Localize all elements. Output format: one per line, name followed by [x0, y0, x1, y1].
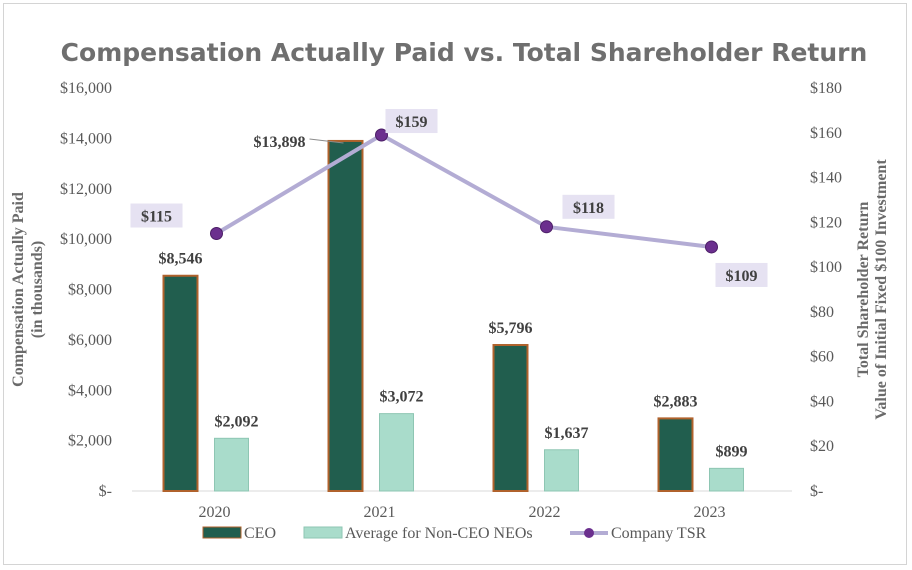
tsr-point [705, 240, 718, 254]
y2-tick-label: $140 [810, 170, 842, 187]
tsr-data-label: $118 [573, 200, 604, 217]
tsr-data-label: $109 [726, 268, 758, 285]
y-axis-subtitle: (in thousands) [29, 241, 46, 338]
x-tick-label: 2021 [364, 504, 396, 521]
chart: Compensation Actually Paid vs. Total Sha… [10, 38, 890, 542]
y2-axis-title: Total Shareholder Return [855, 202, 872, 378]
ceo-data-label: $8,546 [159, 251, 203, 268]
y-tick-label: $14,000 [60, 130, 112, 147]
y-tick-label: $12,000 [60, 181, 112, 198]
tsr-point [375, 128, 388, 142]
ceo-data-label: $13,898 [254, 134, 306, 151]
chart-frame: Compensation Actually Paid vs. Total Sha… [3, 3, 907, 565]
tsr-point [540, 220, 553, 234]
y-tick-label: $10,000 [60, 231, 112, 248]
y-tick-label: $- [99, 483, 112, 500]
y-tick-label: $16,000 [60, 80, 112, 97]
ceo-data-label: $5,796 [489, 320, 533, 337]
tsr-point [210, 227, 223, 241]
y2-tick-label: $40 [810, 393, 834, 410]
tsr-label-box [562, 194, 615, 219]
ceo-bar [657, 417, 694, 492]
legend-swatch-ceo [202, 526, 242, 539]
legend-swatch-tsr-marker [584, 528, 594, 538]
neo-bar [544, 449, 579, 492]
y2-axis-subtitle: Value of Initial Fixed $100 Investment [873, 159, 890, 420]
neo-data-label: $3,072 [380, 389, 424, 406]
legend-label-neo: Average for Non-CEO NEOs [345, 525, 533, 542]
y2-tick-label: $100 [810, 259, 842, 276]
y2-tick-label: $20 [810, 438, 834, 455]
y2-tick-label: $60 [810, 349, 834, 366]
y2-tick-label: $80 [810, 304, 834, 321]
neo-data-label: $1,637 [545, 425, 589, 442]
y2-tick-label: $120 [810, 214, 842, 231]
x-tick-label: 2023 [694, 504, 726, 521]
tsr-label-box [715, 262, 768, 287]
chart-title: Compensation Actually Paid vs. Total Sha… [61, 38, 868, 67]
ceo-bar [162, 274, 199, 492]
ceo-label-leader [309, 138, 344, 144]
y2-tick-label: $- [810, 483, 823, 500]
neo-data-label: $2,092 [215, 413, 259, 430]
y-tick-label: $2,000 [68, 433, 112, 450]
y2-tick-label: $180 [810, 80, 842, 97]
y2-tick-label: $160 [810, 125, 842, 142]
tsr-data-label: $115 [141, 209, 172, 226]
x-tick-label: 2022 [529, 504, 561, 521]
y-axis-title: Compensation Actually Paid [10, 192, 27, 387]
legend-swatch-neo [303, 526, 343, 539]
legend-label-ceo: CEO [244, 525, 276, 542]
legend-label-tsr: Company TSR [611, 525, 707, 542]
neo-data-label: $899 [716, 443, 748, 460]
y-tick-label: $8,000 [68, 282, 112, 299]
y-tick-label: $6,000 [68, 332, 112, 349]
neo-bar [709, 467, 744, 492]
tsr-line [215, 133, 712, 249]
ceo-bar [492, 344, 529, 492]
neo-bar [379, 413, 414, 492]
tsr-data-label: $159 [396, 114, 428, 131]
ceo-bar [327, 139, 364, 492]
ceo-data-label: $2,883 [654, 393, 698, 410]
tsr-label-box [130, 203, 183, 228]
tsr-label-box [385, 109, 438, 134]
x-tick-label: 2020 [199, 504, 231, 521]
y-tick-label: $4,000 [68, 382, 112, 399]
neo-bar [214, 437, 249, 492]
